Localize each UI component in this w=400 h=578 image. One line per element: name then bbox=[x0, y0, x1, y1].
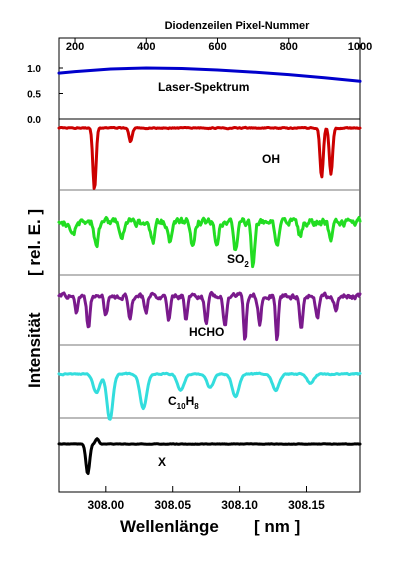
top-tick-label-1000: 1000 bbox=[348, 41, 372, 53]
bottom-tick-label-308: 308.00 bbox=[87, 498, 124, 512]
series-label-laser-spektrum: Laser-Spektrum bbox=[158, 80, 249, 94]
series-label-c10h8: C10H8 bbox=[168, 394, 199, 411]
bottom-tick-label-308-05: 308.05 bbox=[154, 498, 191, 512]
series-label-hcho: HCHO bbox=[189, 325, 224, 339]
series-label-oh: OH bbox=[262, 152, 280, 166]
y-axis-ticks: 1.0 0.5 0.0 bbox=[27, 64, 63, 126]
series-c10h8 bbox=[57, 371, 362, 421]
x-axis-title: Wellenlänge bbox=[120, 517, 219, 536]
y-tick-label-0-5: 0.5 bbox=[27, 90, 41, 101]
top-tick-label-400: 400 bbox=[137, 41, 155, 53]
bottom-axis-ticks: 308.00 308.05 308.10 308.15 bbox=[87, 486, 325, 512]
top-tick-label-800: 800 bbox=[280, 41, 298, 53]
y-tick-label-0: 0.0 bbox=[27, 115, 41, 126]
bottom-tick-label-308-15: 308.15 bbox=[288, 498, 325, 512]
series-labels: Laser-Spektrum OH SO2 HCHO C10H8 X bbox=[158, 80, 280, 469]
y-axis-unit: [ rel. E. ] bbox=[25, 209, 44, 276]
series-lines bbox=[57, 66, 362, 475]
y-axis-title: Intensität bbox=[25, 312, 44, 388]
series-label-so2: SO2 bbox=[227, 252, 249, 269]
x-axis-unit: [ nm ] bbox=[254, 517, 300, 536]
bottom-tick-label-308-1: 308.10 bbox=[221, 498, 258, 512]
series-laser-spektrum bbox=[57, 66, 362, 83]
series-hcho bbox=[57, 290, 362, 342]
series-oh bbox=[57, 125, 362, 190]
top-axis-ticks: 200 400 600 800 1000 bbox=[66, 38, 372, 53]
spectra-panel-frame bbox=[58, 118, 361, 493]
top-tick-label-200: 200 bbox=[66, 41, 84, 53]
y-tick-label-1: 1.0 bbox=[27, 64, 41, 75]
series-label-x: X bbox=[158, 455, 166, 469]
top-axis-title: Diodenzeilen Pixel-Nummer bbox=[165, 20, 311, 32]
top-tick-label-600: 600 bbox=[208, 41, 226, 53]
series-x bbox=[57, 437, 362, 475]
series-so2 bbox=[57, 216, 362, 269]
